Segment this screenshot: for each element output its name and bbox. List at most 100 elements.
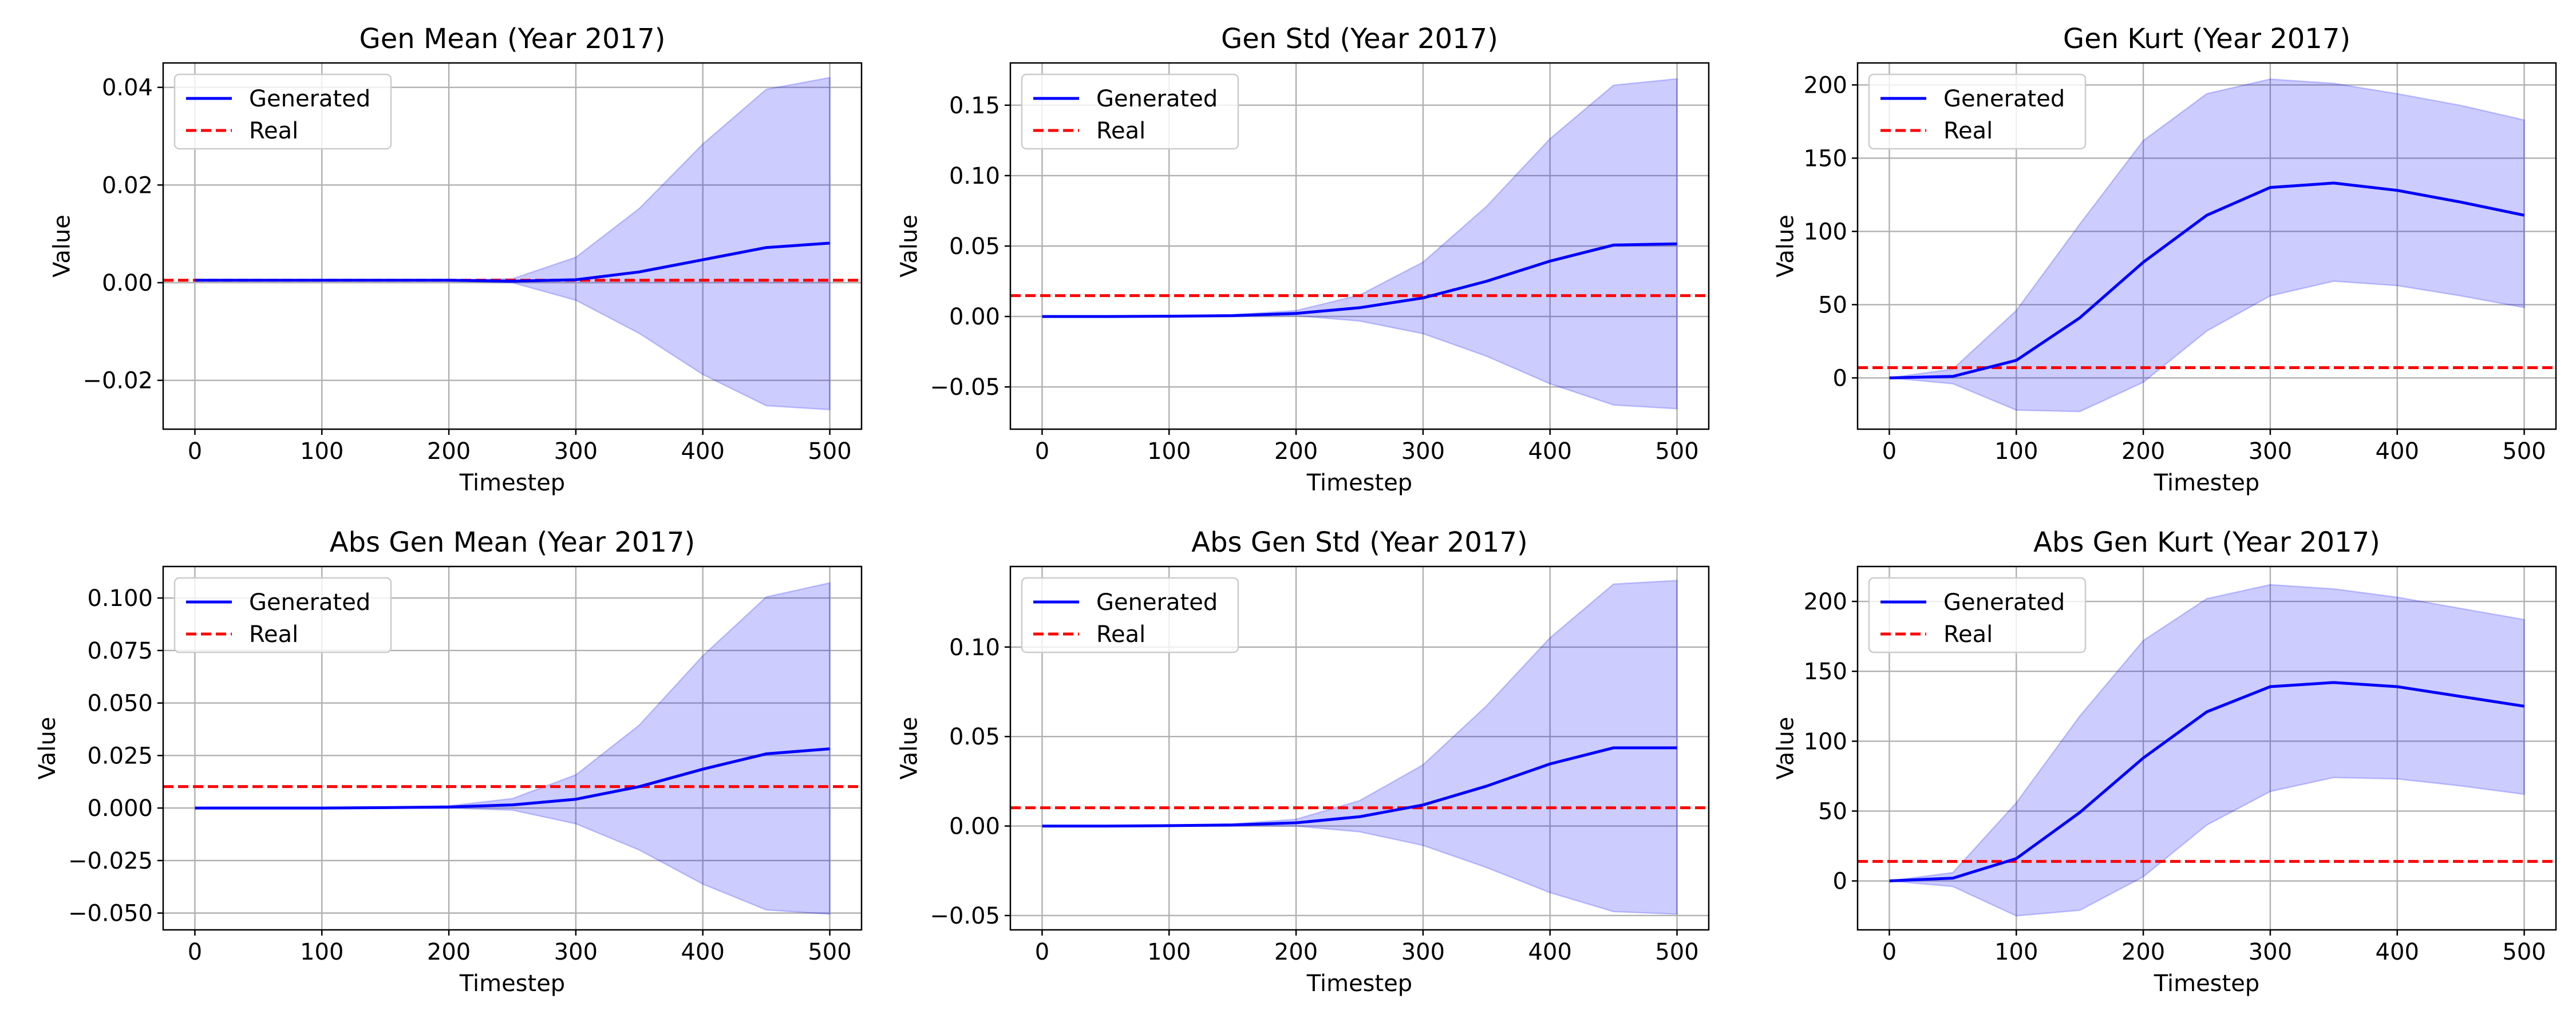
chart-panel-1: 0 100 200 300 400 500 −0.02 0.00 0.02 0.04 Gen Mea… [49, 23, 863, 496]
x-tick-label: 200 [427, 438, 471, 465]
x-axis-label: Timestep [1306, 970, 1412, 997]
x-tick-label: 100 [1147, 438, 1191, 465]
x-tick-label: 0 [188, 939, 202, 965]
y-tick-label: 0.05 [949, 233, 1000, 260]
y-tick-label: 0.15 [949, 93, 1000, 119]
chart-title: Abs Gen Kurt (Year 2017) [2033, 526, 2380, 558]
axes-frame [1856, 565, 2557, 931]
x-tick-label: 400 [2376, 438, 2419, 465]
generated-line [1889, 181, 2525, 379]
x-tick-label: 300 [2249, 939, 2292, 965]
y-tick-label: 0.100 [87, 585, 153, 612]
legend: Generated Real [173, 577, 392, 653]
x-tick-label: 100 [1994, 438, 2038, 465]
y-axis-label: Value [896, 215, 923, 278]
x-tick-label: 400 [681, 438, 725, 465]
x-tick-label: 500 [2502, 438, 2546, 465]
y-tick-label: 0.00 [949, 304, 1000, 330]
legend-label-generated: Generated [1943, 589, 2065, 616]
legend-label-real: Real [1096, 621, 1145, 648]
legend-label-real: Real [1943, 621, 1993, 648]
y-tick-label: 0.00 [102, 270, 153, 296]
chart-title: Gen Kurt (Year 2017) [2063, 23, 2350, 55]
chart-panel-2: 0 100 200 300 400 500 −0.05 0.00 0.05 0.10 0.15 Gen… [896, 23, 1710, 496]
chart-title: Gen Std (Year 2017) [1221, 23, 1498, 55]
y-tick-label: 0.05 [949, 724, 1000, 750]
x-tick-label: 100 [1994, 939, 2038, 965]
x-tick-label: 200 [1274, 939, 1318, 965]
x-axis-label: Timestep [2154, 970, 2259, 997]
y-tick-label: 0.00 [949, 814, 1000, 840]
chart-panel-6: 0 100 200 300 400 500 0 50 100 150 200 Abs Gen Kurt… [1773, 526, 2557, 997]
chart-title: Gen Mean (Year 2017) [359, 23, 666, 55]
legend-label-real: Real [249, 118, 298, 144]
chart-panel-3: 0 100 200 300 400 500 0 50 100 150 200 Gen Kurt (Ye… [1773, 23, 2557, 496]
y-tick-label: −0.05 [930, 374, 1000, 401]
x-tick-label: 200 [1274, 438, 1318, 465]
generated-band [1889, 584, 2525, 917]
x-tick-label: 300 [554, 939, 598, 965]
legend-label-generated: Generated [1943, 86, 2065, 112]
generated-line [195, 241, 830, 283]
axes-frame [162, 565, 863, 931]
x-tick-label: 0 [188, 438, 202, 465]
chart-panel-5: 0 100 200 300 400 500 −0.05 0.00 0.05 0.10 Abs Gen… [896, 526, 1710, 997]
y-axis-label: Value [49, 215, 76, 278]
legend: Generated Real [1868, 73, 2087, 150]
legend: Generated Real [1868, 577, 2087, 653]
y-tick-label: 0 [1833, 365, 1847, 391]
y-tick-label: 50 [1818, 292, 1847, 318]
chart-title: Abs Gen Mean (Year 2017) [330, 526, 696, 558]
y-tick-label: 0.02 [102, 172, 153, 199]
y-tick-label: 0 [1833, 869, 1847, 895]
x-tick-label: 200 [2121, 939, 2165, 965]
y-tick-label: 0.025 [87, 743, 153, 769]
legend-box [1021, 577, 1239, 653]
y-tick-label: 0.050 [87, 691, 153, 717]
y-tick-label: −0.05 [930, 903, 1000, 929]
x-tick-label: 300 [1401, 939, 1445, 965]
generated-line [1042, 242, 1677, 318]
x-tick-label: 100 [300, 438, 343, 465]
y-tick-label: 100 [1804, 219, 1847, 245]
x-tick-label: 300 [554, 438, 598, 465]
generated-line [1042, 746, 1677, 828]
x-tick-label: 500 [1655, 438, 1698, 465]
x-tick-label: 500 [1655, 939, 1698, 965]
x-tick-label: 400 [681, 939, 725, 965]
chart-panel-4: 0 100 200 300 400 500 −0.050 −0.025 0.000 0.025 0.… [34, 526, 863, 997]
x-tick-label: 500 [808, 939, 851, 965]
y-tick-label: 0.075 [87, 638, 153, 664]
y-tick-label: 200 [1804, 72, 1847, 98]
x-axis-label: Timestep [459, 970, 565, 997]
y-tick-label: 0.04 [102, 75, 153, 101]
y-tick-label: −0.025 [68, 848, 153, 874]
y-tick-label: 200 [1804, 589, 1847, 615]
legend-label-generated: Generated [1096, 589, 1218, 616]
legend-box [173, 577, 392, 653]
legend: Generated Real [1021, 577, 1239, 653]
y-tick-label: 150 [1804, 145, 1847, 172]
legend-label-generated: Generated [1096, 86, 1218, 112]
y-axis-label: Value [34, 717, 61, 780]
y-tick-label: −0.02 [82, 368, 153, 394]
x-tick-label: 0 [1882, 939, 1897, 965]
x-tick-label: 0 [1035, 939, 1049, 965]
y-tick-label: −0.050 [68, 901, 153, 927]
x-axis-label: Timestep [1306, 470, 1412, 496]
generated-line [195, 747, 830, 810]
x-tick-label: 100 [300, 939, 343, 965]
x-tick-label: 400 [2376, 939, 2419, 965]
legend-label-real: Real [249, 621, 298, 648]
legend-label-real: Real [1943, 118, 1993, 144]
legend-box [1021, 73, 1239, 150]
x-tick-label: 300 [1401, 438, 1445, 465]
x-tick-label: 200 [2121, 438, 2165, 465]
legend-box [1868, 73, 2087, 150]
axes-frame [162, 62, 863, 430]
axes-frame [1856, 62, 2557, 430]
x-tick-label: 100 [1147, 939, 1191, 965]
y-tick-label: 150 [1804, 659, 1847, 685]
legend-box [173, 73, 392, 150]
